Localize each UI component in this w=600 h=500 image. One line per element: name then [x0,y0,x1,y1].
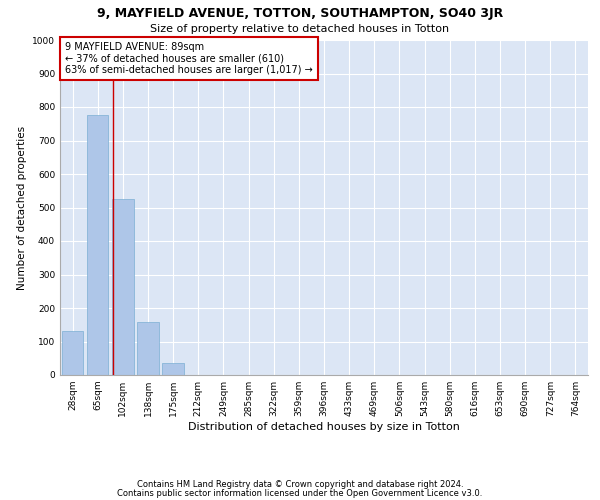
Bar [112,199,134,375]
X-axis label: Distribution of detached houses by size in Totton: Distribution of detached houses by size … [188,422,460,432]
Bar [163,364,184,375]
Text: Contains public sector information licensed under the Open Government Licence v3: Contains public sector information licen… [118,490,482,498]
Text: 9 MAYFIELD AVENUE: 89sqm
← 37% of detached houses are smaller (610)
63% of semi-: 9 MAYFIELD AVENUE: 89sqm ← 37% of detach… [65,42,313,75]
Bar [87,116,109,375]
Y-axis label: Number of detached properties: Number of detached properties [17,126,26,290]
Bar [137,322,158,375]
Text: Size of property relative to detached houses in Totton: Size of property relative to detached ho… [151,24,449,34]
Text: 9, MAYFIELD AVENUE, TOTTON, SOUTHAMPTON, SO40 3JR: 9, MAYFIELD AVENUE, TOTTON, SOUTHAMPTON,… [97,8,503,20]
Bar [62,332,83,375]
Text: Contains HM Land Registry data © Crown copyright and database right 2024.: Contains HM Land Registry data © Crown c… [137,480,463,489]
